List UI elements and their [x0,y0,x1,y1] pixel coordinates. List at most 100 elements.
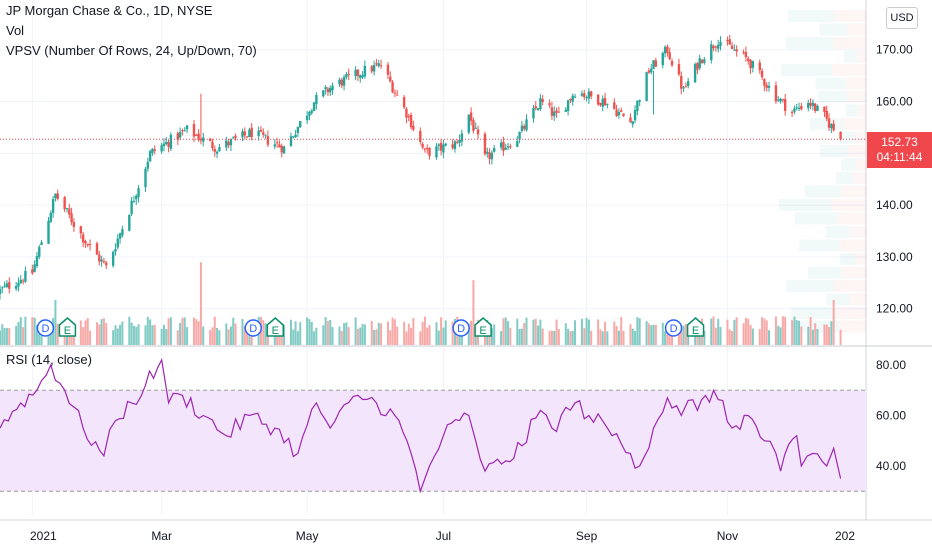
volume-bar [144,325,147,345]
last-price-value: 152.73 [881,135,918,150]
candle-body [14,285,18,289]
volume-bar [412,317,415,345]
volume-bar [296,331,299,345]
candle-body [229,138,233,146]
volume-bar [493,324,496,345]
volume-bar [162,324,165,345]
vpsv-row-up [785,37,834,49]
volume-bar [315,327,318,345]
volume-bar [70,329,73,345]
volume-bar [105,323,108,345]
earnings-marker-label: E [692,325,699,337]
candle-body [633,110,637,121]
volume-bar [830,321,833,345]
volume-bar [763,318,766,345]
volume-bar [56,323,59,345]
price-tick-label: 140.00 [876,198,913,212]
candle-body [211,141,214,149]
volume-bar [377,322,380,345]
price-tick-label: 120.00 [876,302,913,316]
candle-body [393,92,397,94]
candle-body [162,143,166,146]
vpsv-row-down [845,77,866,90]
vpsv-row-down [832,64,866,76]
candle-body [342,76,346,86]
candle-body [68,208,71,215]
volume-bar [816,329,819,345]
candle-body [278,144,281,148]
volume-bar [216,327,219,345]
candle-body [273,144,277,147]
volume-bar [370,321,373,345]
candle-body [539,98,542,109]
candle-body [474,127,477,129]
volume-bar [405,331,408,345]
candle-body [696,62,699,70]
candle-body [435,146,438,158]
candle-body [49,212,53,222]
candle-body [63,197,66,210]
candle-body [377,63,380,67]
candle-body [17,282,20,287]
volume-bar [523,323,526,345]
candle-body [391,82,394,93]
volume-bar [550,330,553,345]
candle-body [338,79,341,85]
volume-bar [68,328,71,345]
volume-bar [428,324,431,345]
symbol-title[interactable]: JP Morgan Chase & Co., 1D, NYSE [6,3,213,18]
candle-body [747,58,750,62]
vpsv-row-down [850,293,866,306]
candle-body [324,87,327,90]
earnings-marker-label: E [272,325,279,337]
volume-bar [232,317,235,345]
volume-bar [331,327,334,345]
candle-body [135,195,138,200]
vpsv-legend[interactable]: VPSV (Number Of Rows, 24, Up/Down, 70) [6,43,257,58]
candle-body [294,134,297,138]
volume-bar [146,316,149,345]
candle-body [444,143,447,146]
volume-bar [574,320,577,345]
currency-button[interactable]: USD [886,7,918,29]
candle-body [262,132,265,135]
rsi-tick-label: 60.00 [876,409,906,423]
candle-body [830,124,833,129]
candlesticks [0,34,842,300]
candle-body [652,60,655,70]
candle-body [8,282,11,289]
volume-bar [710,318,713,345]
candle-body [312,102,316,111]
vpsv-row-down [837,212,866,225]
volume-bar [504,317,507,345]
volume-bar [440,317,443,345]
candle-body [128,214,131,231]
volume-bar [502,318,505,345]
candle-body [35,255,39,266]
volume-bar [299,322,302,345]
candle-body [114,248,117,252]
candle-body [280,145,283,153]
volume-legend[interactable]: Vol [6,23,25,38]
volume-bar [176,330,179,345]
price-axis: 120.00130.00140.00150.00160.00170.0040.0… [876,43,913,473]
volume-bar [731,331,734,345]
candle-body [571,95,574,102]
candle-body [453,141,457,150]
volume-bar [202,326,205,345]
volume-bar [403,321,406,345]
volume-bar [719,326,722,345]
candle-body [645,72,648,102]
volume-bar [8,328,11,345]
volume-bar [308,319,311,345]
candle-body [534,106,537,109]
candle-body [299,121,302,128]
time-tick-label: Jul [436,529,451,543]
volume-bar [781,316,784,345]
candle-body [797,107,801,110]
rsi-legend[interactable]: RSI (14, close) [6,352,92,367]
volume-bar [814,323,817,345]
